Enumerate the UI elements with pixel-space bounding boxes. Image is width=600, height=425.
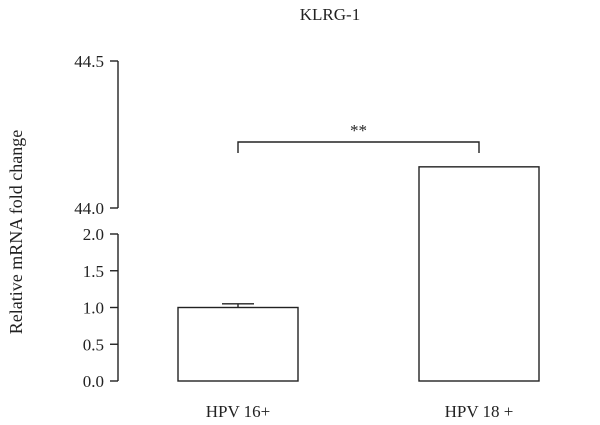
- y-tick-label-lower-4: 2.0: [83, 225, 104, 244]
- bar-1: [418, 166, 540, 382]
- significance-label: **: [350, 121, 367, 140]
- y-tick-label-lower-3: 1.5: [83, 262, 104, 281]
- bars: [177, 166, 540, 382]
- y-tick-label-upper-0: 44.0: [74, 199, 104, 218]
- y-tick-label-lower-0: 0.0: [83, 372, 104, 391]
- y-tick-label-upper-1: 44.5: [74, 52, 104, 71]
- significance-bracket: **: [237, 121, 480, 153]
- y-tick-label-lower-1: 0.5: [83, 335, 104, 354]
- y-axis-label: Relative mRNA fold change: [6, 130, 26, 334]
- x-tick-labels: HPV 16+ HPV 18 +: [206, 402, 514, 421]
- axes: 0.0 0.5 1.0 1.5 2.0 44.0 44.5: [74, 52, 119, 391]
- bar-0: [177, 306, 299, 382]
- x-tick-label-0: HPV 16+: [206, 402, 271, 421]
- significance-line: [237, 141, 480, 153]
- x-tick-label-1: HPV 18 +: [445, 402, 514, 421]
- y-tick-label-lower-2: 1.0: [83, 299, 104, 318]
- chart-title: KLRG-1: [300, 5, 360, 24]
